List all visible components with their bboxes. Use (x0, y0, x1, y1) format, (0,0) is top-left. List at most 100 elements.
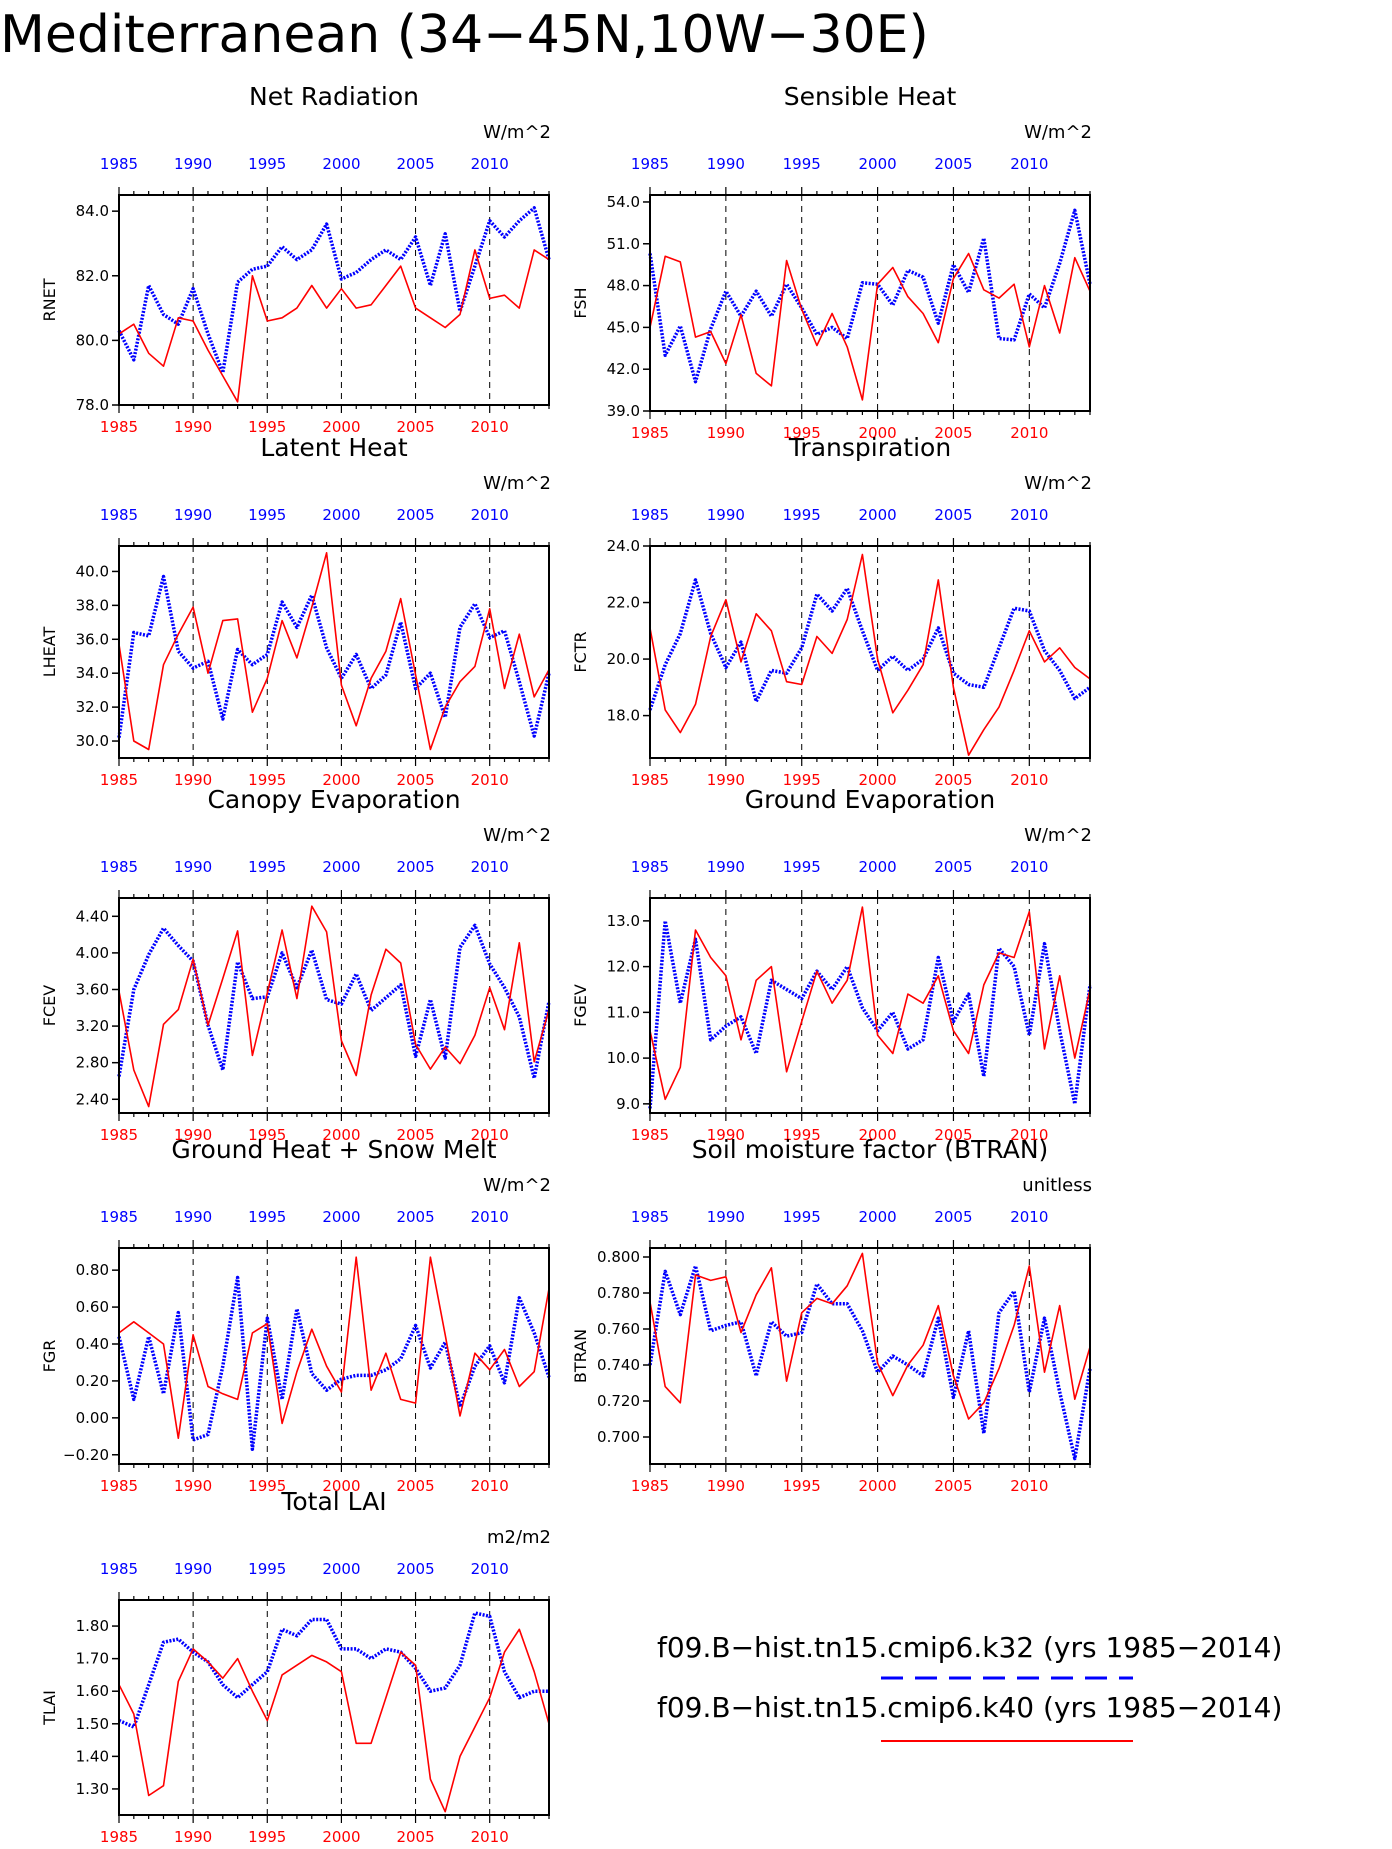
y-tick-label: 3.60 (76, 980, 109, 998)
units-label: W/m^2 (1024, 825, 1092, 846)
series-line-k40 (649, 1252, 1091, 1420)
y-tick-label: 0.740 (597, 1356, 640, 1374)
x-tick-label-bottom: 1985 (631, 1126, 669, 1144)
x-tick-label-bottom: 1985 (631, 424, 669, 442)
units-label: W/m^2 (483, 122, 551, 143)
y-tick-label: 32.0 (76, 698, 109, 716)
units-label: W/m^2 (483, 825, 551, 846)
main-title: Mediterranean (34−45N,10W−30E) (0, 5, 929, 65)
series-line-k32 (117, 206, 551, 375)
y-axis-label: FGEV (571, 984, 590, 1027)
series-line-k40 (118, 1256, 550, 1439)
x-tick-label-top: 1985 (631, 858, 669, 876)
x-tick-label-bottom: 2010 (471, 1126, 509, 1144)
panel-fcev: Canopy Evaporation W/m^2 FCEV 2.40 2.80 3.20 3… (40, 785, 551, 1144)
x-tick-label-top: 2000 (322, 506, 360, 524)
x-tick-label-top: 2010 (1010, 506, 1048, 524)
x-tick-label-top: 2005 (396, 1208, 434, 1226)
y-tick-label: 1.60 (76, 1682, 109, 1700)
x-tick-label-bottom: 1990 (707, 1126, 745, 1144)
y-tick-label: 1.50 (76, 1715, 109, 1733)
y-axis-label: BTRAN (571, 1329, 590, 1383)
x-tick-label-bottom: 1985 (100, 771, 138, 789)
y-tick-label: 39.0 (607, 402, 640, 420)
series-line-k40 (649, 906, 1091, 1101)
series-line-k32 (648, 578, 1092, 711)
x-tick-label-bottom: 2000 (858, 1126, 896, 1144)
x-tick-label-top: 2010 (471, 1208, 509, 1226)
panel-lheat: Latent Heat W/m^2 LHEAT 30.0 32.0 34.0 36.0 38.… (40, 433, 551, 789)
x-tick-label-top: 1995 (248, 155, 286, 173)
x-tick-label-bottom: 2000 (322, 1477, 360, 1495)
x-tick-label-top: 1990 (174, 506, 212, 524)
panel-fctr: Transpiration W/m^2 FCTR 18.0 20.0 22.0 24.0 19… (571, 433, 1092, 789)
panel-rnet: Net Radiation W/m^2 RNET 78.0 80.0 82.0 84.0 19… (40, 82, 551, 436)
x-tick-label-top: 1995 (783, 506, 821, 524)
panels: Net Radiation W/m^2 RNET 78.0 80.0 82.0 84.0 19… (40, 82, 1092, 1846)
x-tick-label-bottom: 1990 (174, 1126, 212, 1144)
x-tick-label-top: 1985 (631, 1208, 669, 1226)
panel-fgev: Ground Evaporation W/m^2 FGEV 9.0 10.0 11.0 12… (571, 785, 1092, 1144)
y-tick-label: 10.0 (607, 1049, 640, 1067)
x-tick-label-top: 2010 (471, 858, 509, 876)
panel-title: Sensible Heat (784, 82, 957, 111)
x-tick-label-bottom: 2005 (396, 1828, 434, 1846)
y-tick-label: 0.700 (597, 1428, 640, 1446)
units-label: W/m^2 (1024, 473, 1092, 494)
x-tick-label-top: 2005 (396, 155, 434, 173)
series-line-k32 (117, 923, 551, 1080)
units-label: m2/m2 (487, 1527, 551, 1548)
panel-title: Canopy Evaporation (207, 785, 460, 814)
plot-frame (118, 545, 550, 759)
y-tick-label: 1.30 (76, 1780, 109, 1798)
y-axis-label: RNET (40, 278, 59, 321)
x-tick-label-bottom: 2010 (471, 771, 509, 789)
x-tick-label-bottom: 1990 (707, 1477, 745, 1495)
legend-label-k32: f09.B−hist.tn15.cmip6.k32 (yrs 1985−2014… (657, 1631, 1282, 1664)
x-tick-label-top: 1990 (174, 155, 212, 173)
plot-frame (649, 545, 1091, 759)
x-tick-label-top: 1995 (248, 1560, 286, 1578)
y-tick-label: 1.80 (76, 1617, 109, 1635)
y-axis-label: TLAI (40, 1690, 59, 1726)
y-tick-label: 11.0 (607, 1003, 640, 1021)
plot-frame (118, 194, 550, 406)
y-tick-label: 78.0 (76, 396, 109, 414)
x-tick-label-top: 2005 (396, 1560, 434, 1578)
x-tick-label-bottom: 1985 (100, 1828, 138, 1846)
panel-fsh: Sensible Heat W/m^2 FSH 39.0 42.0 45.0 48.0 51.… (571, 82, 1092, 442)
panel-title: Soil moisture factor (BTRAN) (692, 1135, 1049, 1164)
x-tick-label-bottom: 1990 (174, 418, 212, 436)
x-tick-label-bottom: 1995 (248, 1828, 286, 1846)
y-tick-label: 1.70 (76, 1650, 109, 1668)
x-tick-label-bottom: 1990 (174, 1828, 212, 1846)
series-line-k40 (118, 1628, 550, 1813)
x-tick-label-bottom: 1985 (100, 1126, 138, 1144)
x-tick-label-top: 2010 (1010, 858, 1048, 876)
y-tick-label: 45.0 (607, 318, 640, 336)
legend-label-k40: f09.B−hist.tn15.cmip6.k40 (yrs 1985−2014… (657, 1691, 1282, 1724)
x-tick-label-bottom: 1990 (707, 771, 745, 789)
y-tick-label: 40.0 (76, 562, 109, 580)
x-tick-label-top: 1990 (707, 506, 745, 524)
plot-frame (118, 1599, 550, 1816)
x-tick-label-bottom: 2010 (471, 418, 509, 436)
y-tick-label: 1.40 (76, 1747, 109, 1765)
x-tick-label-bottom: 1995 (248, 418, 286, 436)
x-tick-label-bottom: 1995 (783, 1126, 821, 1144)
units-label: W/m^2 (483, 473, 551, 494)
x-tick-label-bottom: 2005 (934, 1477, 972, 1495)
x-tick-label-top: 1985 (100, 1208, 138, 1226)
series-line-k32 (117, 574, 551, 738)
y-tick-label: 0.00 (76, 1409, 109, 1427)
x-tick-label-top: 1990 (707, 155, 745, 173)
series-line-k40 (649, 252, 1091, 401)
x-tick-label-top: 1990 (174, 1208, 212, 1226)
x-tick-label-top: 2000 (858, 155, 896, 173)
x-tick-label-top: 1985 (631, 506, 669, 524)
x-tick-label-bottom: 2010 (1010, 1477, 1048, 1495)
x-tick-label-bottom: 1995 (783, 424, 821, 442)
series-line-k40 (118, 249, 550, 403)
y-tick-label: −0.20 (63, 1446, 109, 1464)
x-tick-label-top: 2005 (934, 1208, 972, 1226)
